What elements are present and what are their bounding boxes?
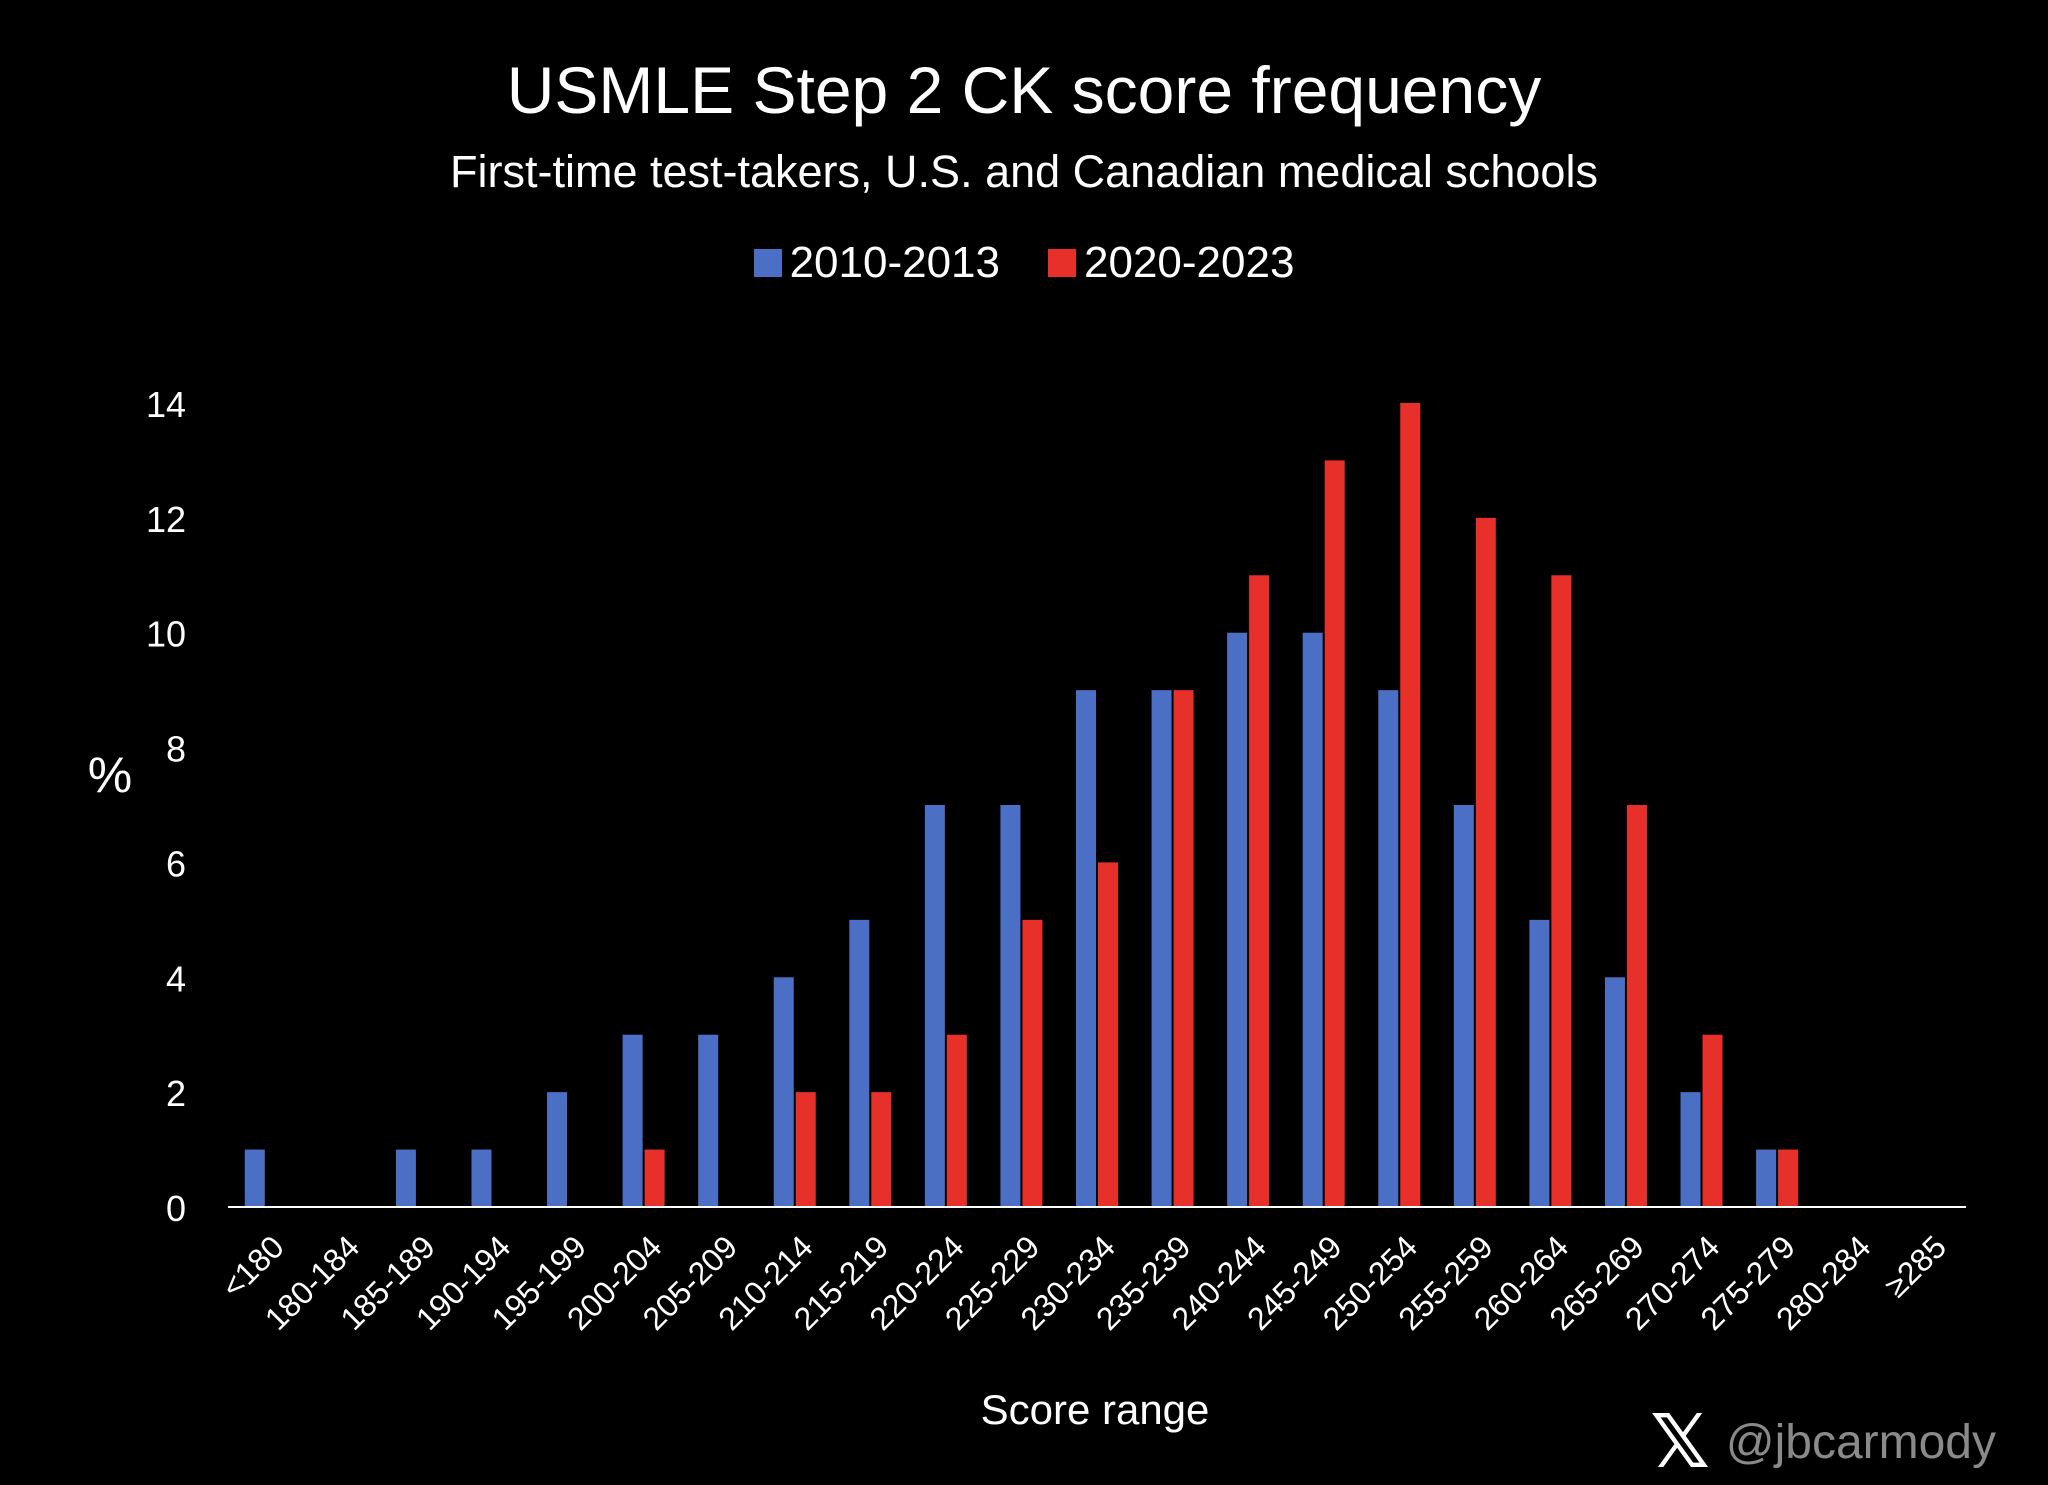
bar-series-2 [1626, 805, 1647, 1207]
bar-series-1 [698, 1034, 719, 1207]
bar-series-2 [1249, 575, 1270, 1207]
bar-series-1 [1529, 919, 1550, 1207]
legend-label-series-2: 2020-2023 [1084, 238, 1295, 287]
bar-series-1 [395, 1149, 416, 1207]
bar-series-1 [849, 919, 870, 1207]
bar-series-1 [244, 1149, 265, 1207]
legend-item-series-1: 2010-2013 [753, 238, 1000, 288]
bar-series-2 [1324, 460, 1345, 1207]
y-tick-label: 2 [166, 1073, 186, 1114]
legend-label-series-1: 2010-2013 [789, 238, 1000, 287]
legend-swatch-series-1 [753, 249, 782, 277]
y-tick-label: 12 [146, 499, 186, 540]
bar-series-1 [1302, 632, 1323, 1207]
chart-title: USMLE Step 2 CK score frequency [506, 53, 1542, 127]
bar-series-2 [1022, 919, 1043, 1207]
bar-series-1 [1756, 1149, 1777, 1207]
bar-series-2 [1475, 517, 1496, 1207]
legend-swatch-series-2 [1048, 249, 1076, 277]
bar-series-2 [946, 1034, 967, 1207]
bar-series-1 [924, 805, 945, 1207]
bar-series-1 [471, 1149, 492, 1207]
x-logo-icon: 𝕏 [1650, 1399, 1710, 1485]
credit-handle: @jbcarmody [1725, 1415, 1996, 1469]
bar-series-1 [1604, 977, 1625, 1207]
x-tick-label: ≥285 [1878, 1228, 1954, 1304]
y-tick-label: 4 [166, 958, 186, 999]
bar-series-2 [1173, 690, 1194, 1207]
bar-series-2 [1702, 1034, 1723, 1207]
x-axis-label: Score range [981, 1386, 1210, 1433]
y-axis-label: % [88, 747, 132, 803]
y-tick-label: 0 [166, 1188, 186, 1229]
bar-series-2 [1551, 575, 1572, 1207]
bar-series-1 [1076, 690, 1096, 1207]
y-tick-label: 10 [146, 614, 186, 655]
credit: 𝕏 @jbcarmody [1650, 1405, 1996, 1479]
bar-series-1 [1151, 690, 1172, 1207]
legend-item-series-2: 2020-2023 [1048, 238, 1294, 288]
bar-series-2 [795, 1092, 816, 1207]
bar-series-2 [1098, 862, 1118, 1207]
bar-series-2 [1778, 1149, 1799, 1207]
chart-subtitle: First-time test-takers, U.S. and Canadia… [450, 146, 1598, 197]
y-tick-label: 14 [146, 384, 186, 425]
bar-series-2 [644, 1149, 665, 1207]
bar-series-1 [1227, 632, 1248, 1207]
y-tick-label: 6 [166, 843, 186, 884]
bar-series-2 [1400, 403, 1421, 1207]
bar-series-1 [1680, 1092, 1701, 1207]
bar-series-1 [547, 1092, 568, 1207]
bar-series-1 [1000, 805, 1021, 1207]
bar-series-2 [871, 1092, 892, 1207]
chart-legend: 2010-2013 2020-2023 [0, 238, 2048, 288]
bar-series-1 [773, 977, 794, 1207]
bar-series-1 [1453, 805, 1474, 1207]
y-tick-label: 8 [166, 729, 186, 770]
bar-series-1 [1378, 690, 1399, 1207]
bar-series-1 [622, 1034, 643, 1207]
